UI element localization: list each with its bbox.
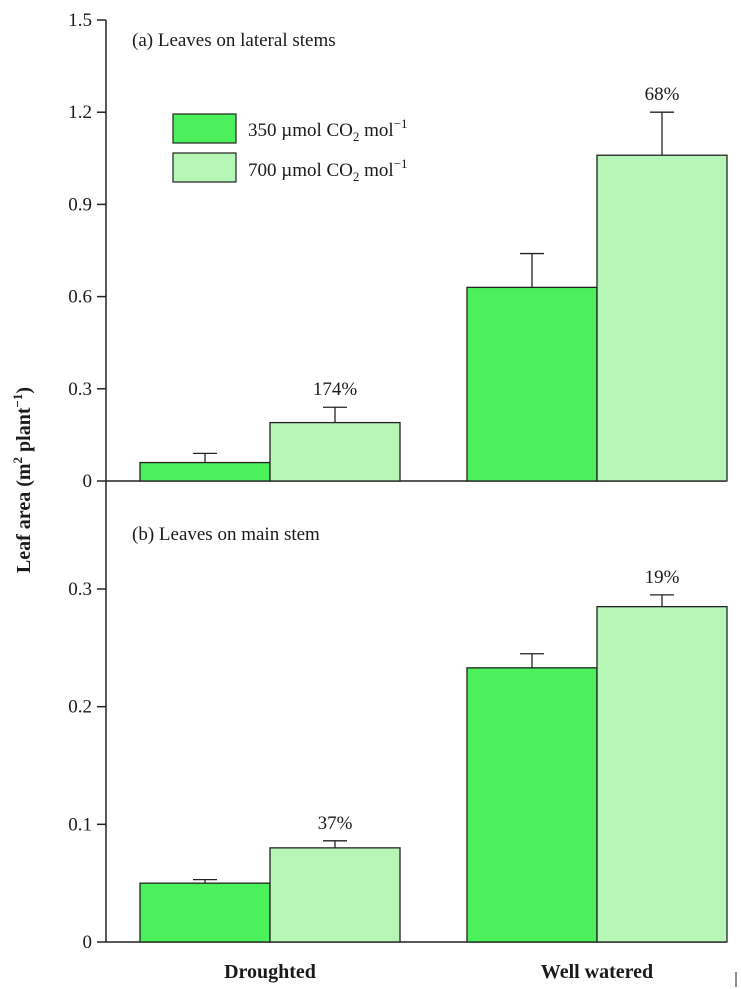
pct-label-a-1: 68% xyxy=(645,84,680,105)
x-label-droughted: Droughted xyxy=(224,961,316,983)
y-tick-label-a: 1.2 xyxy=(68,102,92,123)
panel-b-title: (b) Leaves on main stem xyxy=(132,524,320,545)
bar-b-0-1 xyxy=(269,847,401,943)
legend-swatch-350 xyxy=(172,113,237,144)
y-tick-label-a: 0 xyxy=(83,471,93,492)
bar-a-1-1 xyxy=(596,154,728,482)
y-tick-label-b: 0.1 xyxy=(68,814,92,835)
bar-a-1-0 xyxy=(466,286,598,482)
bar-a-0-0 xyxy=(139,461,271,482)
y-tick-label-b: 0 xyxy=(83,932,93,953)
legend-label-700: 700 µmol CO2 mol−1 xyxy=(248,156,408,184)
x-label-well-watered: Well watered xyxy=(541,961,653,983)
bar-a-0-1 xyxy=(269,421,401,482)
y-tick-label-a: 1.5 xyxy=(68,10,92,31)
pct-label-b-1: 19% xyxy=(645,567,680,588)
bar-b-1-1 xyxy=(596,606,728,943)
y-tick-label-b: 0.2 xyxy=(68,697,92,718)
y-tick-label-a: 0.6 xyxy=(68,287,92,308)
bar-b-1-0 xyxy=(466,667,598,943)
pct-label-a-0: 174% xyxy=(313,379,358,400)
y-tick-label-a: 0.3 xyxy=(68,379,92,400)
y-tick-label-b: 0.3 xyxy=(68,579,92,600)
panel-a: 0 0.3 0.6 0.9 1.2 1.5 174% 68% xyxy=(68,10,728,492)
y-tick-label-a: 0.9 xyxy=(68,194,92,215)
bar-b-0-0 xyxy=(139,882,271,943)
y-axis-label: Leaf area (m2 plant−1) xyxy=(10,387,35,573)
legend: 350 µmol CO2 mol−1 700 µmol CO2 mol−1 xyxy=(172,113,408,184)
panel-b: 0 0.1 0.2 0.3 37% 19% xyxy=(68,567,728,953)
panel-a-title: (a) Leaves on lateral stems xyxy=(132,30,336,51)
pct-label-b-0: 37% xyxy=(318,813,353,834)
legend-label-350: 350 µmol CO2 mol−1 xyxy=(248,116,408,144)
legend-swatch-700 xyxy=(172,152,237,183)
